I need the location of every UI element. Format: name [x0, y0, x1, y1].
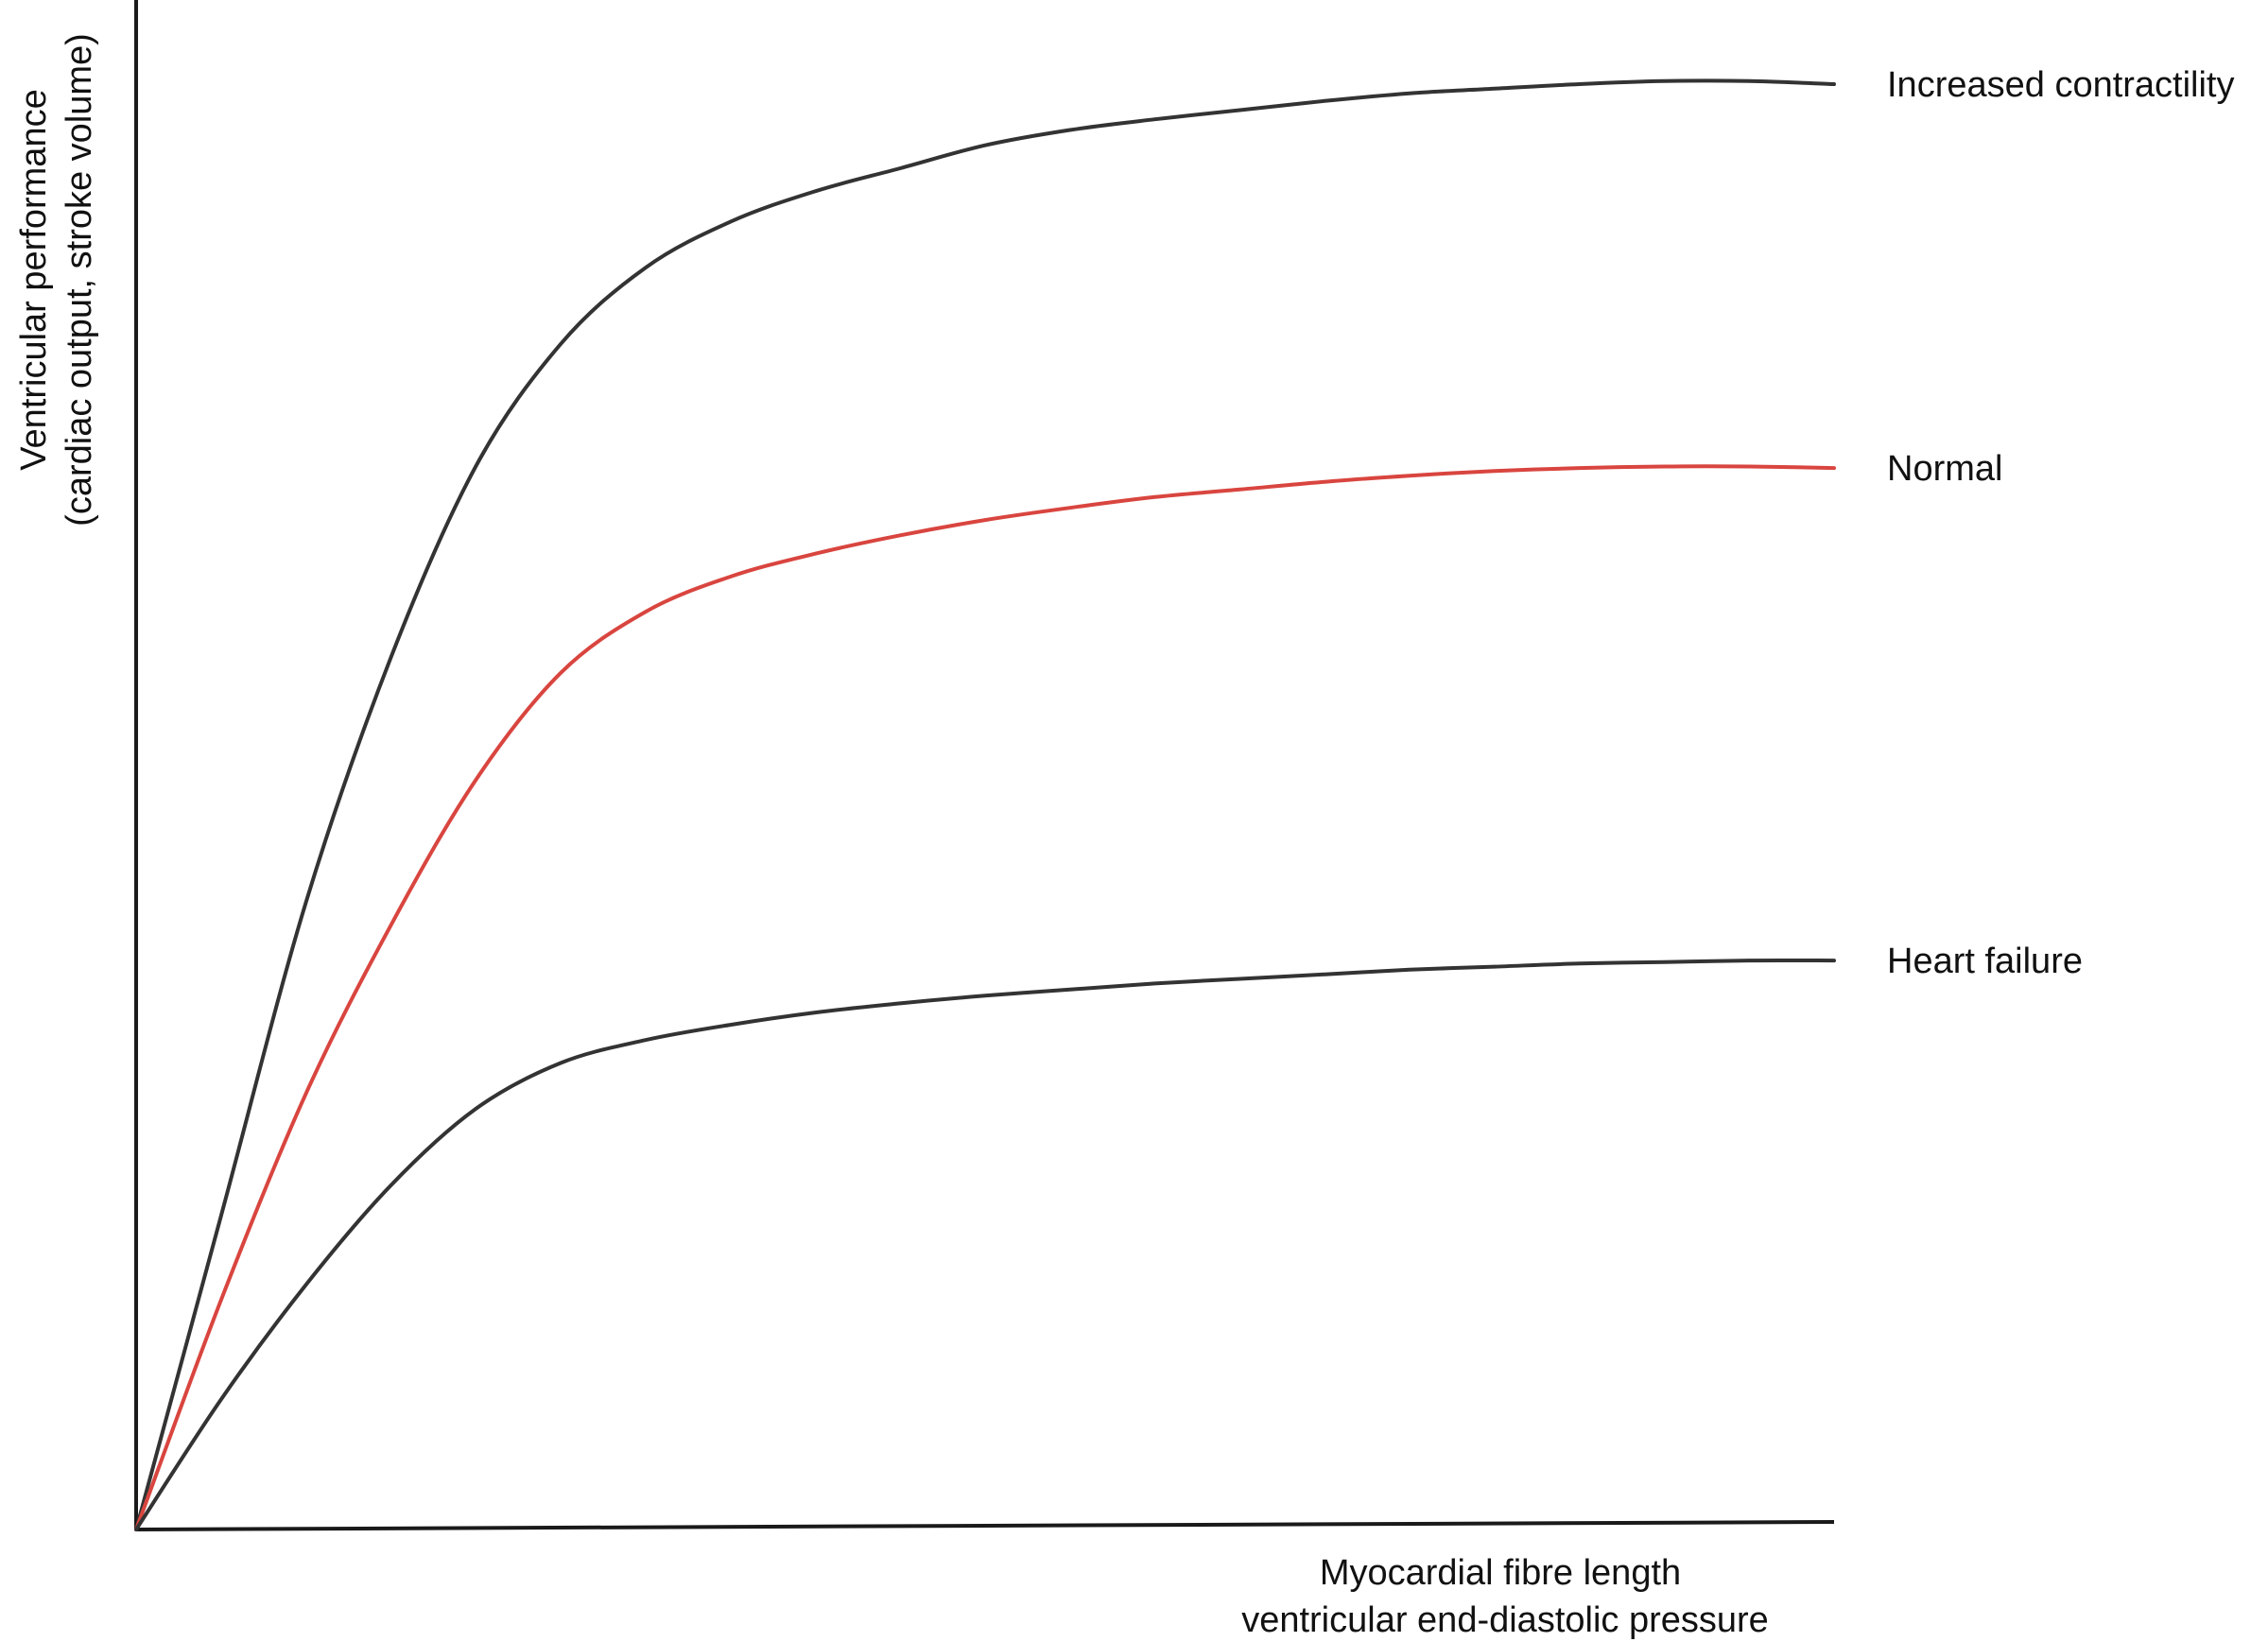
axes	[134, 0, 1835, 1531]
y-axis-title-line-1: Ventricular performance	[14, 89, 54, 470]
y-axis-title: Ventricular performance (cardiac output,…	[14, 33, 99, 527]
x-axis-title: Myocardial fibre length ventricular end-…	[1241, 1553, 1769, 1640]
x-axis-title-line-2: ventricular end-diastolic pressure	[1241, 1600, 1769, 1640]
series-line-increased-contractility	[134, 78, 1836, 1531]
series-label-heart-failure: Heart failure	[1887, 942, 2083, 981]
series-label-increased-contractility: Increased contractility	[1887, 65, 2235, 105]
series-labels: Increased contractility Normal Heart failu…	[1887, 65, 2235, 981]
curves	[134, 78, 1836, 1531]
x-axis-title-line-1: Myocardial fibre length	[1320, 1553, 1681, 1593]
series-line-normal	[134, 464, 1836, 1531]
x-axis-line	[135, 1520, 1835, 1531]
series-label-normal: Normal	[1887, 449, 2002, 489]
y-axis-title-line-2: (cardiac output, stroke volume)	[60, 33, 99, 527]
series-line-heart-failure	[134, 958, 1836, 1531]
